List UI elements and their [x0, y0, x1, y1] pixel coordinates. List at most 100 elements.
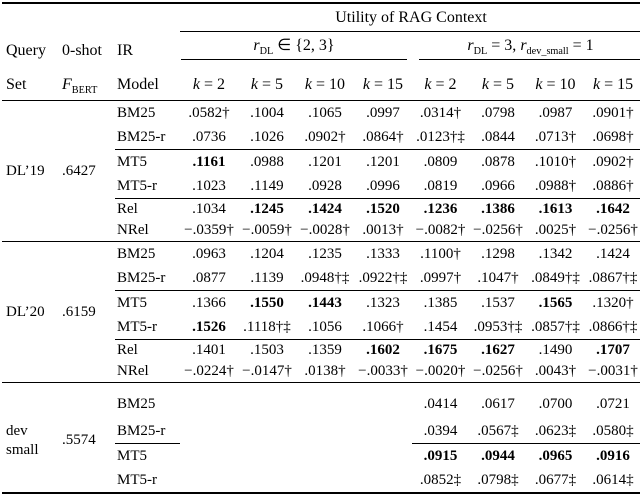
cell-value: .0123†‡	[412, 125, 469, 150]
cell-value: .0866†‡	[584, 315, 640, 340]
cell-value: .1139	[238, 266, 296, 291]
cell-value: .1118†‡	[238, 315, 296, 340]
col-header-k2-left: k = 2	[180, 63, 238, 101]
cell-value	[296, 383, 354, 419]
cell-value: −.0256†	[469, 361, 527, 383]
cell-value: .0878	[481, 153, 515, 170]
cell-value: .0877	[180, 266, 238, 291]
cell-value: −.0256†	[584, 220, 640, 242]
cell-value: .1320†	[592, 294, 634, 311]
table-row: MT5 .1161 .0988 .1201 .1201 .0809 .0878 …	[2, 150, 640, 174]
col-header-k15-left: k = 15	[354, 63, 412, 101]
col-header-0shot: 0-shot	[62, 42, 102, 59]
cell-value: .0988†	[527, 174, 584, 199]
cell-value	[180, 383, 238, 419]
table-row: DL’19 .6427 BM25 .0582† .1004 .1065 .099…	[2, 101, 640, 242]
cell-value: .0798‡	[477, 471, 519, 488]
cell-value: .1236	[423, 201, 458, 217]
col-header-k10-right: k = 10	[527, 63, 584, 101]
model-name: Rel	[117, 342, 138, 358]
query-set-label: DL’20	[2, 242, 57, 383]
cell-value: .0567‡	[469, 419, 527, 444]
cell-value: .0928	[296, 174, 354, 199]
cell-value: .0944	[481, 447, 515, 464]
cell-value: .0886†	[584, 174, 640, 199]
table-row: BM25-r .0394 .0567‡ .0623‡ .0580‡	[2, 419, 640, 444]
cell-value: .1323	[366, 294, 400, 311]
cell-value: .0617	[481, 395, 515, 412]
cell-value	[296, 419, 354, 444]
cell-value: −.0059†	[238, 220, 296, 242]
cell-value: .0988	[250, 153, 284, 170]
cell-value: .1342	[538, 245, 573, 262]
col-header-k15-right: k = 15	[584, 63, 640, 101]
table-row: NRel −.0224† −.0147† .0138† −.0033† −.00…	[2, 361, 640, 383]
cell-value: .1298	[481, 245, 515, 262]
cell-value: .0916	[596, 447, 630, 464]
cell-value: .0698†	[584, 125, 640, 150]
cell-value: .1642	[596, 201, 630, 217]
cell-value: .1520	[366, 201, 400, 217]
cell-value	[296, 444, 354, 468]
cell-value: .1602	[366, 342, 400, 358]
cell-value	[238, 444, 296, 468]
cell-value: .0844	[469, 125, 527, 150]
cell-value: .1537	[481, 294, 515, 311]
table-row: Rel .1034 .1245 .1424 .1520 .1236 .1386 …	[2, 199, 640, 220]
cell-value: −.0082†	[412, 220, 469, 242]
cell-value: .1443	[308, 294, 342, 311]
cell-value: .0852‡	[419, 471, 462, 488]
model-name: BM25-r	[115, 125, 180, 150]
cell-value: .1424	[308, 201, 342, 217]
cell-value: .0721	[596, 395, 630, 412]
table-row: MT5 .1366 .1550 .1443 .1323 .1385 .1537 …	[2, 291, 640, 315]
col-header-k2-right: k = 2	[412, 63, 469, 101]
cell-value: .1034	[192, 201, 226, 217]
cell-value: .0902†	[296, 125, 354, 150]
cell-value: .1366	[192, 294, 226, 311]
cell-value: .0314†	[419, 104, 462, 121]
col-header-model: Model	[115, 63, 180, 101]
cell-value: .0414	[423, 395, 458, 412]
cell-value: .1056	[296, 315, 354, 340]
cell-value: .1333	[366, 245, 400, 262]
cell-value: .1004	[250, 104, 284, 121]
header-spacer	[2, 4, 180, 34]
cell-value: .0901†	[592, 104, 634, 121]
cell-value: .1550	[250, 294, 284, 311]
cell-value: .1065	[308, 104, 342, 121]
model-name: MT5	[117, 153, 147, 170]
cell-value: .1675	[423, 342, 458, 358]
cell-value	[238, 383, 296, 419]
cell-value: .0677‡	[534, 471, 577, 488]
cell-value: .1023	[180, 174, 238, 199]
model-name: NRel	[115, 220, 180, 242]
cell-value: .0580‡	[584, 419, 640, 444]
cell-value: .1047†	[469, 266, 527, 291]
cell-value: −.0033†	[354, 361, 412, 383]
group-header-rdl-3-rdevsmall-1: rDL = 3, rdev_small = 1	[412, 34, 640, 63]
col-header-ir: IR	[117, 42, 133, 59]
cell-value: .0963	[192, 245, 226, 262]
cell-value: .1201	[308, 153, 342, 170]
cell-value: .0997	[366, 104, 400, 121]
table-row: BM25-r .0877 .1139 .0948†‡ .0922†‡ .0997…	[2, 266, 640, 291]
cell-value	[296, 468, 354, 492]
cell-value: .1201	[366, 153, 400, 170]
cell-value: .1503	[250, 342, 284, 358]
model-name: MT5	[117, 447, 147, 464]
cell-value: .0623‡	[527, 419, 584, 444]
cell-value	[238, 419, 296, 444]
cell-value: .0713†	[527, 125, 584, 150]
cell-value: .1386	[481, 201, 515, 217]
cell-value: −.0224†	[180, 361, 238, 383]
cell-value	[180, 444, 238, 468]
model-name: Rel	[117, 201, 138, 217]
model-name: NRel	[115, 361, 180, 383]
cell-value: .0614‡	[592, 471, 634, 488]
cell-value: .0953†‡	[469, 315, 527, 340]
cell-value: .1707	[596, 342, 630, 358]
cell-value: .0922†‡	[354, 266, 412, 291]
cell-value	[354, 383, 412, 419]
